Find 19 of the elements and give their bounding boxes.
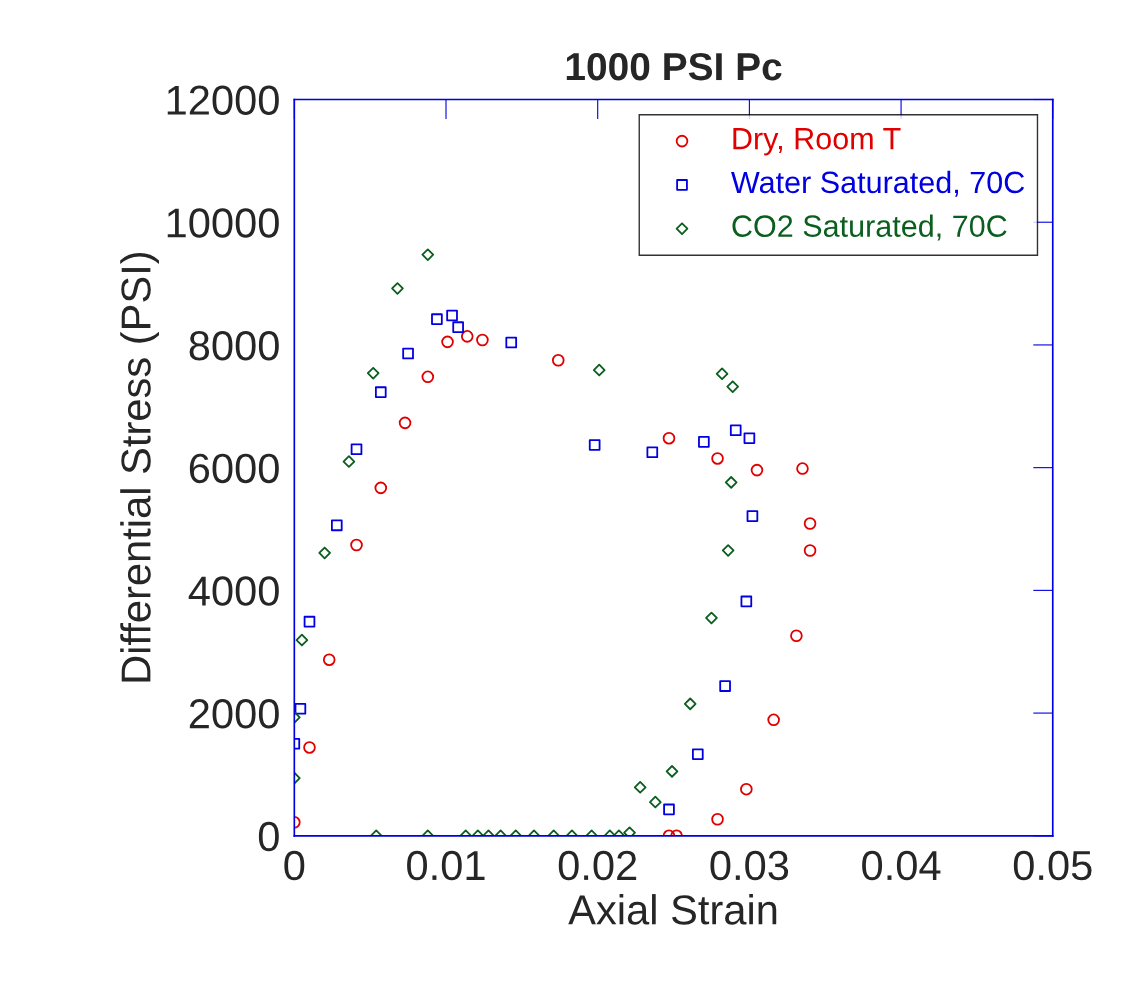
legend-label: Water Saturated, 70C <box>731 170 1025 197</box>
y-tick-label: 10000 <box>167 208 279 238</box>
y-tick-label: 0 <box>258 821 279 852</box>
y-tick-label: 6000 <box>189 453 279 484</box>
x-tick-label: 0.05 <box>1013 850 1092 881</box>
x-tick-label: 0.04 <box>862 850 941 881</box>
x-tick-label: 0.03 <box>710 850 789 881</box>
y-tick-label: 4000 <box>188 576 279 606</box>
y-axis-title: Differential Stress (PSI) <box>120 252 159 682</box>
legend-label: CO2 Saturated, 70C <box>732 214 1007 241</box>
x-tick-label: 0.01 <box>407 850 485 881</box>
legend-label: Dry, Room T <box>733 128 901 156</box>
y-tick-label: 8000 <box>189 330 279 361</box>
x-tick-label: 0.02 <box>558 850 637 881</box>
x-axis-title: Axial Strain <box>568 894 777 925</box>
x-tick-label: 0 <box>284 850 305 881</box>
chart-title: 1000 PSI Pc <box>566 52 782 81</box>
y-tick-label: 12000 <box>167 85 279 116</box>
y-tick-label: 2000 <box>189 699 279 729</box>
